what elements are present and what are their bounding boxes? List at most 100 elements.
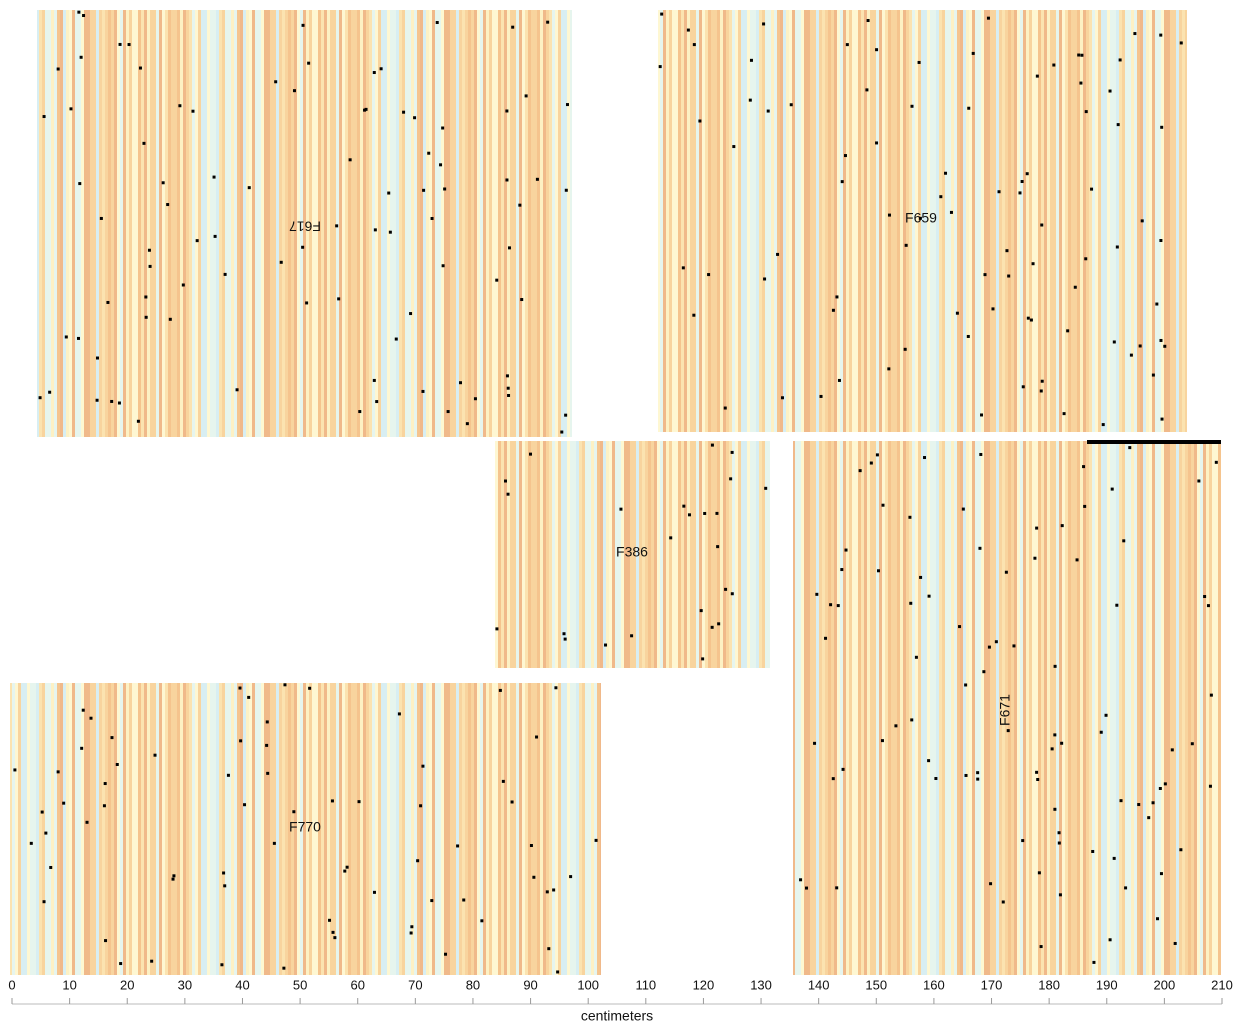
specks <box>13 10 1218 974</box>
speck <box>1075 558 1079 562</box>
speck <box>1040 379 1044 383</box>
speck <box>841 767 845 771</box>
speck <box>887 213 891 217</box>
speck <box>967 106 971 110</box>
speck <box>845 43 849 47</box>
speck <box>964 773 968 777</box>
speck <box>127 43 131 47</box>
speck <box>1091 849 1095 853</box>
speck <box>987 645 991 649</box>
speck <box>1012 644 1016 648</box>
speck <box>904 243 908 247</box>
speck <box>835 295 839 299</box>
speck <box>976 771 980 775</box>
tick-label: 10 <box>62 977 76 992</box>
speck <box>171 877 175 881</box>
tick-label: 200 <box>1154 977 1176 992</box>
speck <box>927 594 931 598</box>
speck <box>710 625 714 629</box>
speck <box>710 443 714 447</box>
speck <box>308 686 312 690</box>
speck <box>1077 53 1081 57</box>
speck <box>506 492 510 496</box>
speck <box>563 637 567 641</box>
tick-label: 120 <box>693 977 715 992</box>
speck <box>1060 741 1064 745</box>
speck <box>397 712 401 716</box>
fragment-scan <box>658 10 1187 432</box>
speck <box>917 60 921 64</box>
speck <box>564 413 568 417</box>
speck <box>358 410 362 414</box>
speck <box>715 511 719 515</box>
speck <box>1033 556 1037 560</box>
speck <box>505 109 509 113</box>
speck <box>1128 446 1132 450</box>
speck <box>552 888 556 892</box>
speck <box>265 743 269 747</box>
speck <box>927 759 931 763</box>
speck <box>554 686 558 690</box>
speck <box>394 337 398 341</box>
speck <box>1039 389 1043 393</box>
tick-label: 160 <box>923 977 945 992</box>
speck <box>95 356 99 360</box>
speck <box>630 634 634 638</box>
tick-label: 0 <box>8 977 15 992</box>
speck <box>372 890 376 894</box>
speck <box>421 389 425 393</box>
speck <box>178 104 182 108</box>
speck <box>880 739 884 743</box>
speck <box>875 141 879 145</box>
speck <box>1151 801 1155 805</box>
speck <box>528 452 532 456</box>
panel-f386: F386 <box>495 441 770 668</box>
speck <box>1140 219 1144 223</box>
speck <box>1090 187 1094 191</box>
speck <box>504 479 508 483</box>
speck <box>1053 807 1057 811</box>
speck <box>387 191 391 195</box>
tick-label: 110 <box>635 977 656 992</box>
speck <box>776 252 780 256</box>
speck <box>1118 58 1122 62</box>
speck <box>138 66 142 70</box>
speck <box>858 469 862 473</box>
speck <box>103 782 107 786</box>
speck <box>875 48 879 52</box>
speck <box>223 272 227 276</box>
tick-label: 150 <box>865 977 887 992</box>
speck <box>681 266 685 270</box>
speck <box>532 875 536 879</box>
speck <box>213 234 217 238</box>
speck <box>118 42 122 46</box>
speck <box>511 25 515 29</box>
speck <box>831 777 835 781</box>
speck <box>1050 747 1054 751</box>
speck <box>144 295 148 299</box>
speck <box>1115 603 1119 607</box>
speck <box>910 104 914 108</box>
speck <box>166 203 170 207</box>
speck <box>994 640 998 644</box>
speck <box>1004 570 1008 574</box>
speck <box>923 456 927 460</box>
speck <box>958 625 962 629</box>
speck <box>279 260 283 264</box>
speck <box>1160 417 1164 421</box>
speck <box>266 771 270 775</box>
speck <box>971 51 975 55</box>
speck <box>439 163 443 167</box>
speck <box>831 308 835 312</box>
speck <box>749 58 753 62</box>
speck <box>195 239 199 243</box>
speck <box>283 683 287 687</box>
speck <box>1108 938 1112 942</box>
speck <box>62 801 66 805</box>
speck <box>866 19 870 23</box>
speck <box>292 810 296 814</box>
speck <box>835 886 839 890</box>
speck <box>520 298 524 302</box>
axis: 0 10 20 30 40 50 60 70 80 90 100 110 120 130 140 150 160… <box>8 977 1233 1004</box>
tick-label: 100 <box>577 977 599 992</box>
